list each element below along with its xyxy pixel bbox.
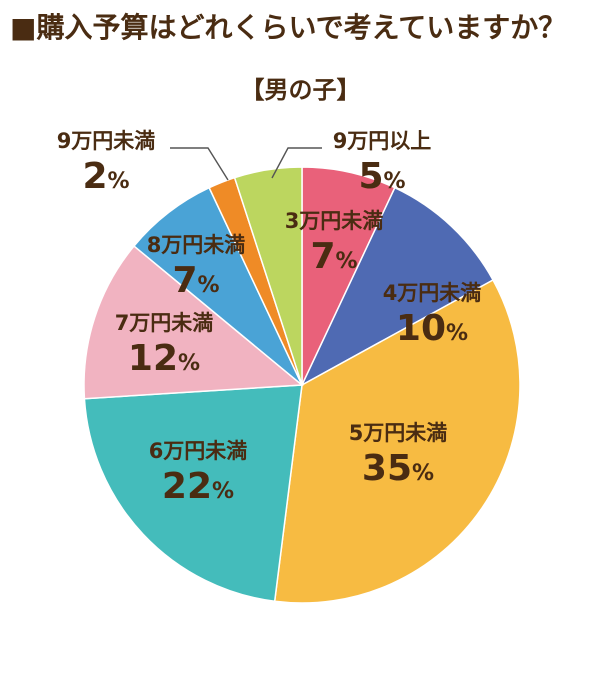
chart-subtitle: 【男の子】 — [240, 76, 361, 104]
label-value-slice-1: 7% — [310, 236, 357, 277]
label-name-slice-8: 9万円以上 — [333, 129, 432, 153]
label-name-slice-7: 9万円未満 — [57, 129, 156, 153]
pie-slice-8 — [233, 166, 303, 386]
label-name-slice-5: 7万円未満 — [115, 311, 214, 335]
chart-title: ■購入予算はどれくらいで考えていますか？ — [10, 11, 567, 44]
label-name-slice-1: 3万円未満 — [285, 209, 384, 233]
label-value-slice-8: 5% — [358, 156, 405, 197]
leader-line-slice-7 — [170, 147, 229, 181]
label-name-slice-4: 6万円未満 — [149, 439, 248, 463]
label-value-slice-4: 22% — [162, 466, 234, 507]
label-value-slice-6: 7% — [172, 260, 219, 301]
pie-slice-5 — [83, 244, 304, 400]
label-name-slice-3: 5万円未満 — [349, 421, 448, 445]
pie-slice-3 — [273, 278, 521, 604]
label-name-slice-6: 8万円未満 — [147, 233, 246, 257]
label-name-slice-2: 4万円未満 — [383, 281, 482, 305]
label-value-slice-5: 12% — [128, 338, 200, 379]
label-value-slice-3: 35% — [362, 448, 434, 489]
leader-line-slice-8 — [271, 147, 322, 179]
label-value-slice-7: 2% — [82, 156, 129, 197]
pie-slice-4 — [83, 384, 303, 603]
pie-slice-2 — [300, 186, 495, 387]
label-value-slice-2: 10% — [396, 308, 468, 349]
